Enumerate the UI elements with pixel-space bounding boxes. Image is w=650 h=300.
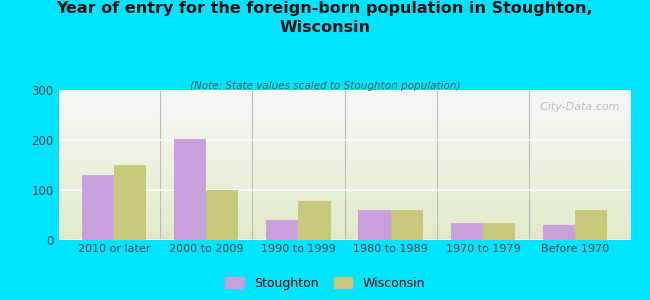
Bar bbox=[114, 165, 146, 240]
Text: Year of entry for the foreign-born population in Stoughton,
Wisconsin: Year of entry for the foreign-born popul… bbox=[57, 2, 593, 35]
Bar bbox=[575, 210, 608, 240]
Bar bbox=[391, 210, 423, 240]
Bar bbox=[483, 223, 515, 240]
Bar bbox=[543, 225, 575, 240]
Bar bbox=[174, 139, 206, 240]
Bar bbox=[358, 210, 391, 240]
Text: City-Data.com: City-Data.com bbox=[532, 102, 619, 112]
Bar bbox=[450, 223, 483, 240]
Bar bbox=[266, 220, 298, 240]
Text: (Note: State values scaled to Stoughton population): (Note: State values scaled to Stoughton … bbox=[190, 81, 460, 91]
Bar bbox=[206, 190, 239, 240]
Legend: Stoughton, Wisconsin: Stoughton, Wisconsin bbox=[222, 273, 428, 294]
Bar bbox=[81, 175, 114, 240]
Bar bbox=[298, 201, 331, 240]
